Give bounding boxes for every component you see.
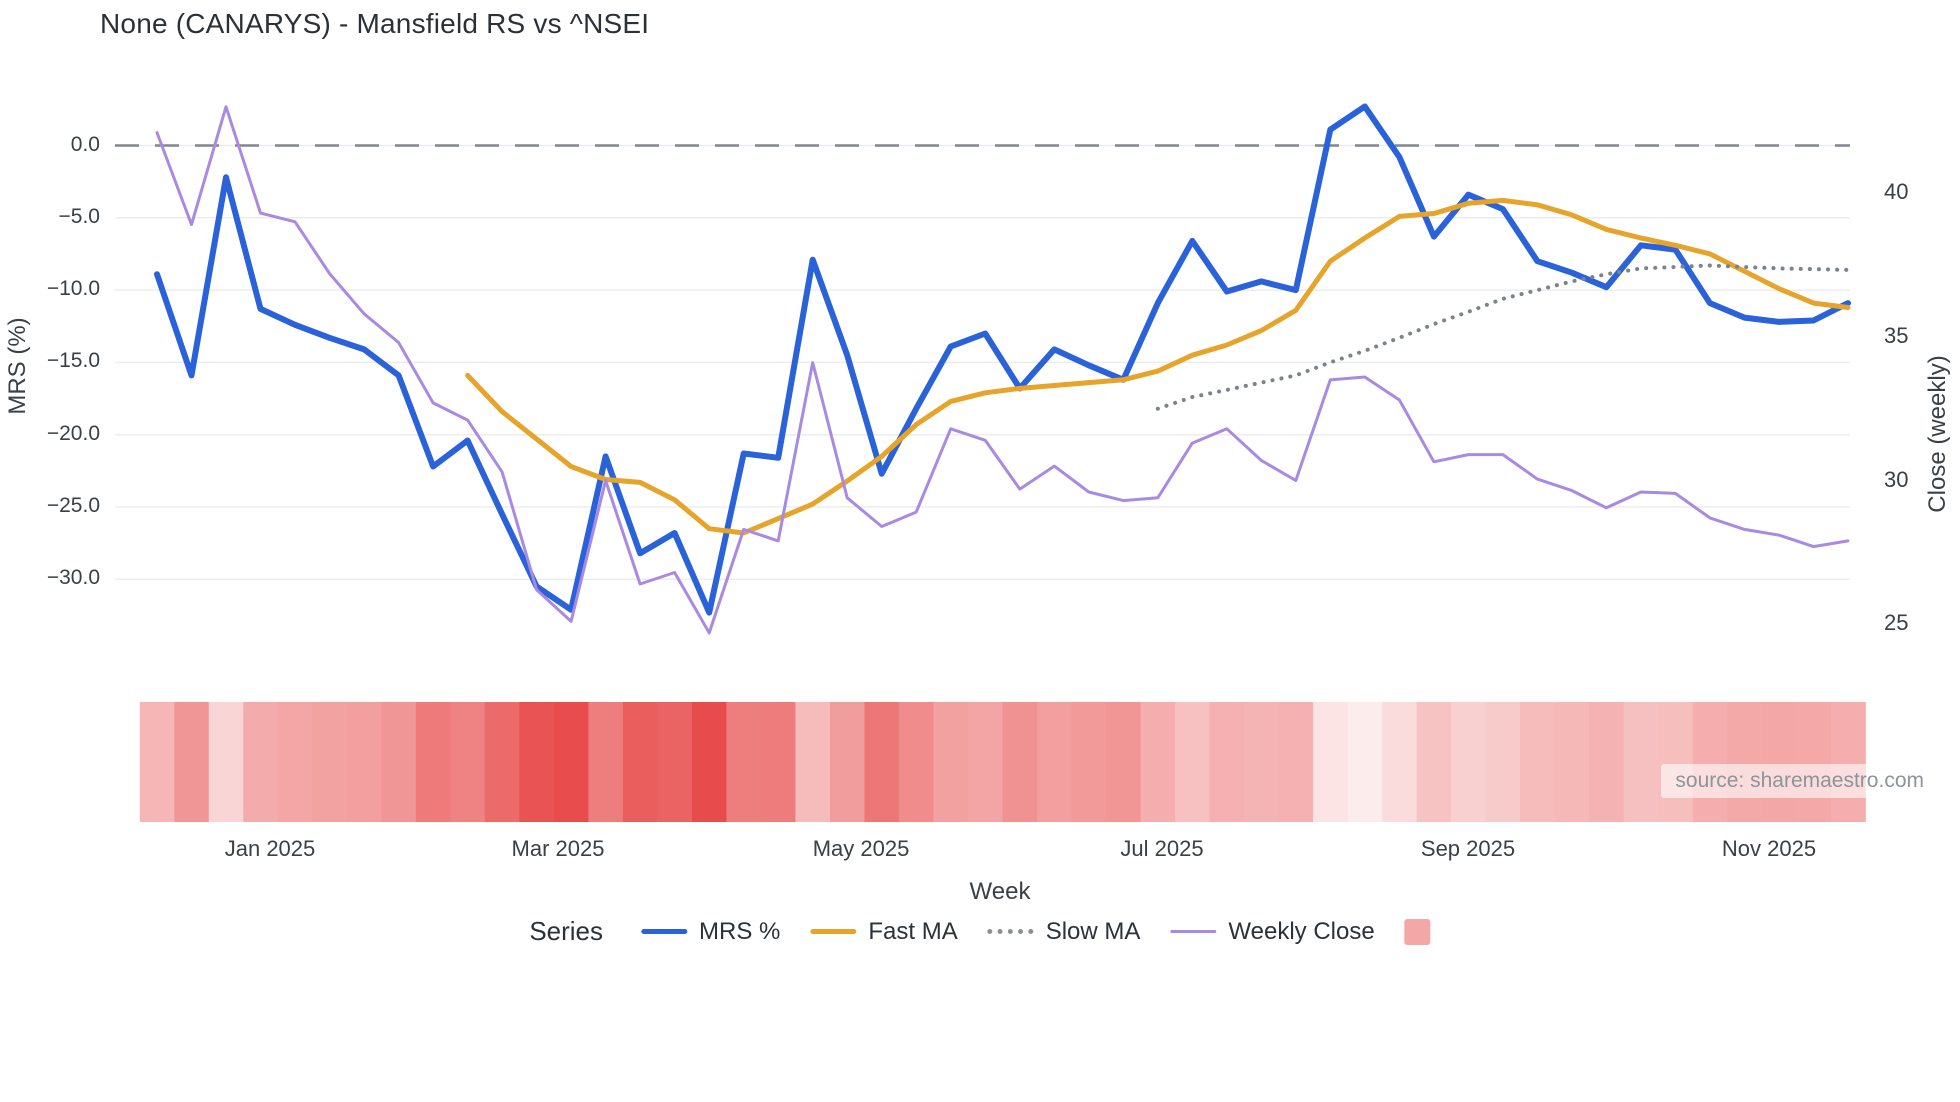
- heatmap-cell[interactable]: [1589, 702, 1625, 822]
- heatmap-cell[interactable]: [1830, 702, 1866, 822]
- y-tick-right: 40: [1884, 179, 1909, 204]
- legend-title: Series: [529, 916, 604, 946]
- heatmap-cell[interactable]: [588, 702, 624, 822]
- heatmap-cell[interactable]: [1520, 702, 1556, 822]
- y-tick-left: −10.0: [46, 277, 100, 301]
- heatmap-cell[interactable]: [1485, 702, 1521, 822]
- heatmap-cell[interactable]: [139, 702, 175, 822]
- heatmap-cell[interactable]: [1554, 702, 1590, 822]
- heatmap-cell[interactable]: [1106, 702, 1142, 822]
- y-axis-title-right: Close (weekly): [1924, 355, 1951, 513]
- heatmap-cell[interactable]: [1692, 702, 1728, 822]
- y-tick-left: −20.0: [46, 421, 100, 445]
- heatmap-cell[interactable]: [312, 702, 348, 822]
- line-swatch-icon: [810, 929, 857, 934]
- heatmap-cell[interactable]: [760, 702, 797, 822]
- y-tick-left: −25.0: [46, 494, 100, 517]
- heatmap-cell[interactable]: [1002, 702, 1038, 822]
- heatmap-cell[interactable]: [208, 702, 244, 822]
- heatmap-cell[interactable]: [795, 702, 831, 822]
- legend-item-mrs-[interactable]: MRS %: [641, 918, 780, 946]
- heatmap-cell[interactable]: [898, 702, 935, 822]
- x-axis-title: Week: [969, 878, 1031, 905]
- heatmap-cell[interactable]: [726, 702, 762, 822]
- heatmap-cell[interactable]: [450, 702, 486, 822]
- legend-items: MRS % Fast MA Slow MA Weekly Close: [641, 918, 1431, 946]
- x-tick-label: May 2025: [812, 836, 910, 861]
- heatmap-cell[interactable]: [933, 702, 969, 822]
- heatmap-cell[interactable]: [346, 702, 382, 822]
- heatmap-cell[interactable]: [1382, 702, 1418, 822]
- series-line-fast-ma[interactable]: [465, 197, 1851, 536]
- heatmap-cell[interactable]: [1313, 702, 1349, 822]
- y-tick-left: −5.0: [58, 204, 100, 228]
- series-line-mrs-[interactable]: [154, 103, 1851, 616]
- heatmap-cell[interactable]: [864, 702, 900, 822]
- legend-label: Slow MA: [1045, 917, 1141, 945]
- heatmap-cell[interactable]: [691, 702, 728, 822]
- heatmap-cell[interactable]: [622, 702, 658, 822]
- heatmap-cell[interactable]: [1658, 702, 1694, 822]
- heatmap-cell[interactable]: [1140, 702, 1176, 822]
- heatmap-cell[interactable]: [1796, 702, 1832, 822]
- heatmap-cell[interactable]: [484, 702, 520, 822]
- series-line-weekly-close[interactable]: [155, 105, 1850, 635]
- heatmap-cell[interactable]: [1244, 702, 1280, 822]
- heatmap-cell[interactable]: [415, 702, 451, 822]
- heatmap-cell[interactable]: [829, 702, 866, 822]
- heatmap-cell[interactable]: [519, 702, 555, 822]
- y-tick-left: −15.0: [46, 349, 100, 373]
- legend-item-heatmap[interactable]: [1404, 918, 1431, 945]
- heatmap-cell[interactable]: [1623, 702, 1659, 822]
- heatmap-cell[interactable]: [657, 702, 693, 822]
- x-tick-label: Mar 2025: [511, 836, 605, 861]
- legend-label: Weekly Close: [1228, 917, 1375, 945]
- heatmap-swatch-icon: [1404, 918, 1431, 945]
- heatmap-cell[interactable]: [277, 702, 313, 822]
- heatmap-cell[interactable]: [1761, 702, 1797, 822]
- legend-item-slow-ma[interactable]: Slow MA: [987, 917, 1141, 946]
- heatmap-cell[interactable]: [1347, 702, 1383, 822]
- y-tick-right: 35: [1884, 322, 1909, 348]
- x-tick-label: Sep 2025: [1420, 836, 1516, 861]
- heatmap-cell[interactable]: [1451, 702, 1487, 822]
- legend-label: Fast MA: [868, 917, 958, 945]
- heatmap-cell[interactable]: [1278, 702, 1314, 822]
- heatmap-cell[interactable]: [243, 702, 279, 822]
- line-swatch-icon: [641, 929, 688, 934]
- heatmap-cell[interactable]: [174, 702, 210, 822]
- x-tick-label: Jul 2025: [1120, 836, 1204, 861]
- heatmap-cell[interactable]: [381, 702, 417, 822]
- heatmap-cell[interactable]: [553, 702, 589, 822]
- heatmap-cell[interactable]: [1037, 702, 1073, 822]
- y-tick-left: −30.0: [46, 566, 100, 590]
- chart-title: None (CANARYS) - Mansfield RS vs ^NSEI: [100, 8, 650, 39]
- legend-item-fast-ma[interactable]: Fast MA: [810, 917, 958, 946]
- legend-label: MRS %: [699, 917, 781, 945]
- y-tick-right: 30: [1884, 466, 1909, 492]
- y-tick-right: 25: [1884, 610, 1909, 636]
- legend: Series MRS % Fast MA Slow MA Weekly Close: [529, 916, 1431, 947]
- source-watermark: source: sharemaestro.com: [1661, 764, 1938, 798]
- y-tick-left: 0.0: [70, 132, 100, 156]
- line-swatch-icon: [1170, 930, 1217, 933]
- x-tick-label: Jan 2025: [224, 836, 316, 861]
- line-swatch-icon: [987, 929, 1034, 934]
- series-line-slow-ma[interactable]: [1155, 263, 1850, 411]
- heatmap-cell[interactable]: [967, 702, 1004, 822]
- heatmap-cell[interactable]: [1209, 702, 1245, 822]
- x-tick-label: Nov 2025: [1721, 836, 1817, 861]
- heatmap-cell[interactable]: [1416, 702, 1452, 822]
- heatmap-cell[interactable]: [1175, 702, 1211, 822]
- legend-item-weekly-close[interactable]: Weekly Close: [1170, 917, 1375, 946]
- heatmap-cell[interactable]: [1727, 702, 1763, 822]
- heatmap-cell[interactable]: [1071, 702, 1107, 822]
